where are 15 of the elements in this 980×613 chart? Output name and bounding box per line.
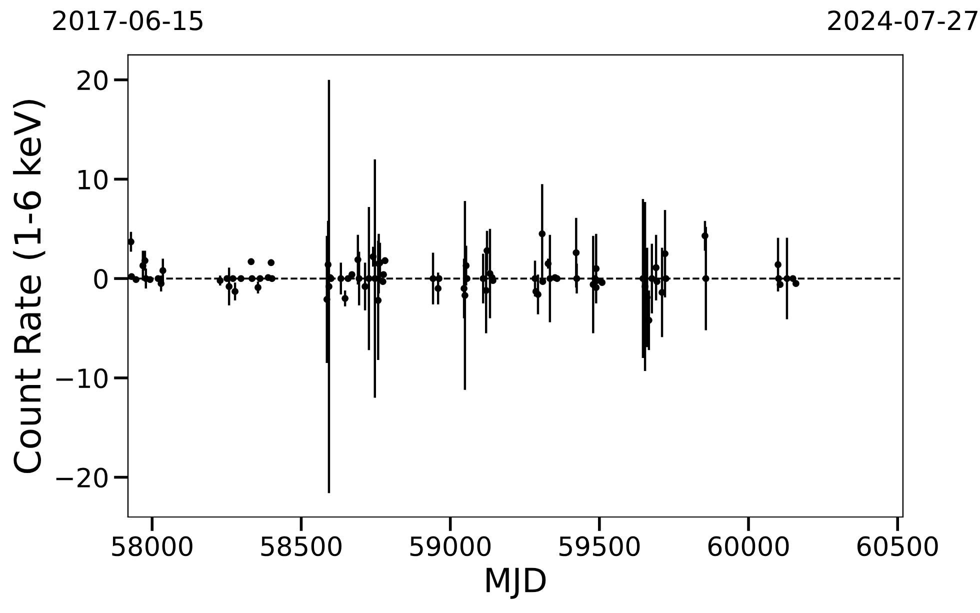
x-tick-label: 60000 <box>708 536 789 556</box>
x2-tick-label: 2017-06-15 <box>53 10 202 30</box>
y-tick-label: −20 <box>56 468 108 488</box>
x-tick-label: 59500 <box>559 536 640 556</box>
y-tick-label: 0 <box>94 268 108 289</box>
x-tick-label: 59000 <box>410 536 491 556</box>
x-tick-label: 58000 <box>112 536 192 556</box>
y-tick-label: −10 <box>56 368 108 388</box>
y-tick-label: 10 <box>78 170 108 190</box>
x-tick-label: 60500 <box>857 536 938 556</box>
y-tick-label: 20 <box>78 70 108 90</box>
x-tick-label: 58500 <box>261 536 342 556</box>
x-axis-title: MJD <box>486 568 546 599</box>
y-axis-title: Count Rate (1-6 keV) <box>13 100 46 474</box>
x2-tick-label: 2024-07-27 <box>828 10 978 30</box>
